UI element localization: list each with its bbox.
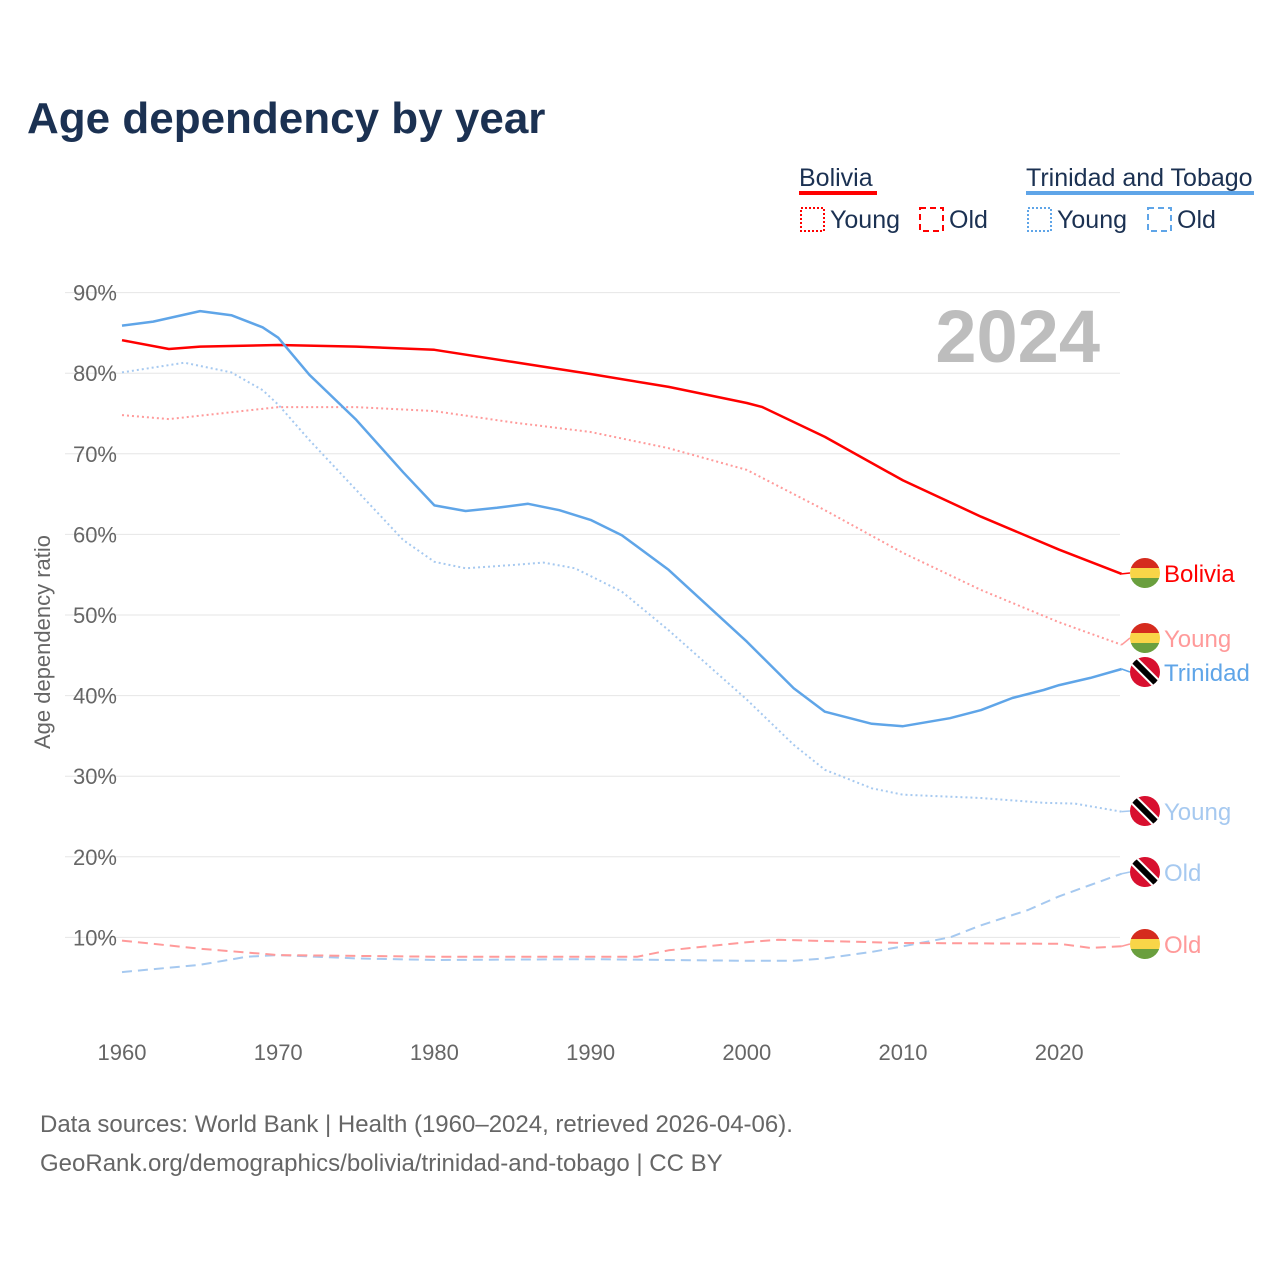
end-label: Young: [1164, 799, 1231, 826]
y-tick-label: 40%: [73, 684, 117, 709]
trinidad-flag-icon: [1130, 657, 1160, 687]
legend-dotted-swatch: [1027, 207, 1052, 232]
y-tick-label: 60%: [73, 522, 117, 547]
flag-body: [1130, 558, 1160, 588]
y-tick-label: 90%: [73, 281, 117, 306]
end-connector: [1121, 810, 1131, 813]
series-line-bolivia-old: [121, 938, 1122, 958]
legend-group-bolivia[interactable]: Bolivia: [799, 164, 873, 192]
legend: Bolivia Young Old Trinidad and Tobago Yo…: [799, 164, 1254, 234]
end-label: Trinidad: [1164, 660, 1250, 687]
chart-title: Age dependency by year: [27, 94, 545, 143]
flag-stripe-yellow: [1130, 633, 1160, 643]
end-connector: [1121, 637, 1131, 646]
end-connector: [1121, 943, 1131, 947]
series-line-bolivia: [121, 338, 1123, 576]
legend-bolivia-old[interactable]: Old: [949, 206, 988, 234]
y-tick-label: 20%: [73, 845, 117, 870]
x-tick-label: 1990: [566, 1040, 615, 1065]
series-line-trinidad-and-tobago: [121, 309, 1123, 728]
flag-body: [1130, 857, 1160, 887]
legend-trinidad-swatch: [1026, 191, 1254, 195]
flag-stripe-yellow: [1130, 568, 1160, 578]
x-tick-label: 1960: [98, 1040, 147, 1065]
legend-dashed-swatch: [1147, 207, 1172, 232]
flag-stripe-red: [1130, 623, 1160, 633]
flag-stripe-yellow: [1130, 939, 1160, 949]
end-connector: [1121, 871, 1131, 875]
bolivia-flag-icon: [1130, 558, 1160, 588]
flag-body: [1130, 623, 1160, 653]
year-label: 2024: [935, 295, 1100, 378]
flag-stripe-green: [1130, 643, 1160, 653]
y-tick-label: 10%: [73, 925, 117, 950]
end-label: Bolivia: [1164, 561, 1235, 588]
x-tick-label: 2000: [722, 1040, 771, 1065]
series-line-trinidad-and-tobago-young: [121, 361, 1122, 813]
legend-bolivia-swatch: [799, 191, 877, 195]
bolivia-flag-icon: [1130, 929, 1160, 959]
end-label: Young: [1164, 626, 1231, 653]
y-tick-label: 30%: [73, 764, 117, 789]
footer-url[interactable]: GeoRank.org/demographics/bolivia/trinida…: [40, 1150, 723, 1177]
y-axis-label: Age dependency ratio: [30, 535, 55, 749]
end-connector: [1121, 668, 1131, 673]
x-tick-label: 2010: [879, 1040, 928, 1065]
end-connector: [1121, 572, 1131, 575]
flag-body: [1130, 657, 1160, 687]
flag-stripe-green: [1130, 578, 1160, 588]
flag-body: [1130, 796, 1160, 826]
flag-stripe-red: [1130, 929, 1160, 939]
end-label: Old: [1164, 860, 1201, 887]
footer-sources: Data sources: World Bank | Health (1960–…: [40, 1111, 793, 1138]
legend-bolivia-young[interactable]: Young: [830, 206, 900, 234]
legend-trinidad-young[interactable]: Young: [1057, 206, 1127, 234]
legend-group-trinidad[interactable]: Trinidad and Tobago: [1026, 164, 1253, 192]
x-tick-label: 2020: [1035, 1040, 1084, 1065]
y-tick-label: 80%: [73, 361, 117, 386]
x-tick-label: 1970: [254, 1040, 303, 1065]
trinidad-flag-icon: [1130, 796, 1160, 826]
end-label: Old: [1164, 932, 1201, 959]
legend-dotted-swatch: [800, 207, 825, 232]
y-tick-label: 70%: [73, 442, 117, 467]
legend-trinidad-old[interactable]: Old: [1177, 206, 1216, 234]
bolivia-flag-icon: [1130, 623, 1160, 653]
trinidad-flag-icon: [1130, 857, 1160, 887]
y-tick-label: 50%: [73, 603, 117, 628]
flag-stripe-red: [1130, 558, 1160, 568]
series-line-bolivia-young: [121, 406, 1123, 646]
legend-dashed-swatch: [919, 207, 944, 232]
flag-stripe-green: [1130, 949, 1160, 959]
flag-body: [1130, 929, 1160, 959]
x-tick-label: 1980: [410, 1040, 459, 1065]
